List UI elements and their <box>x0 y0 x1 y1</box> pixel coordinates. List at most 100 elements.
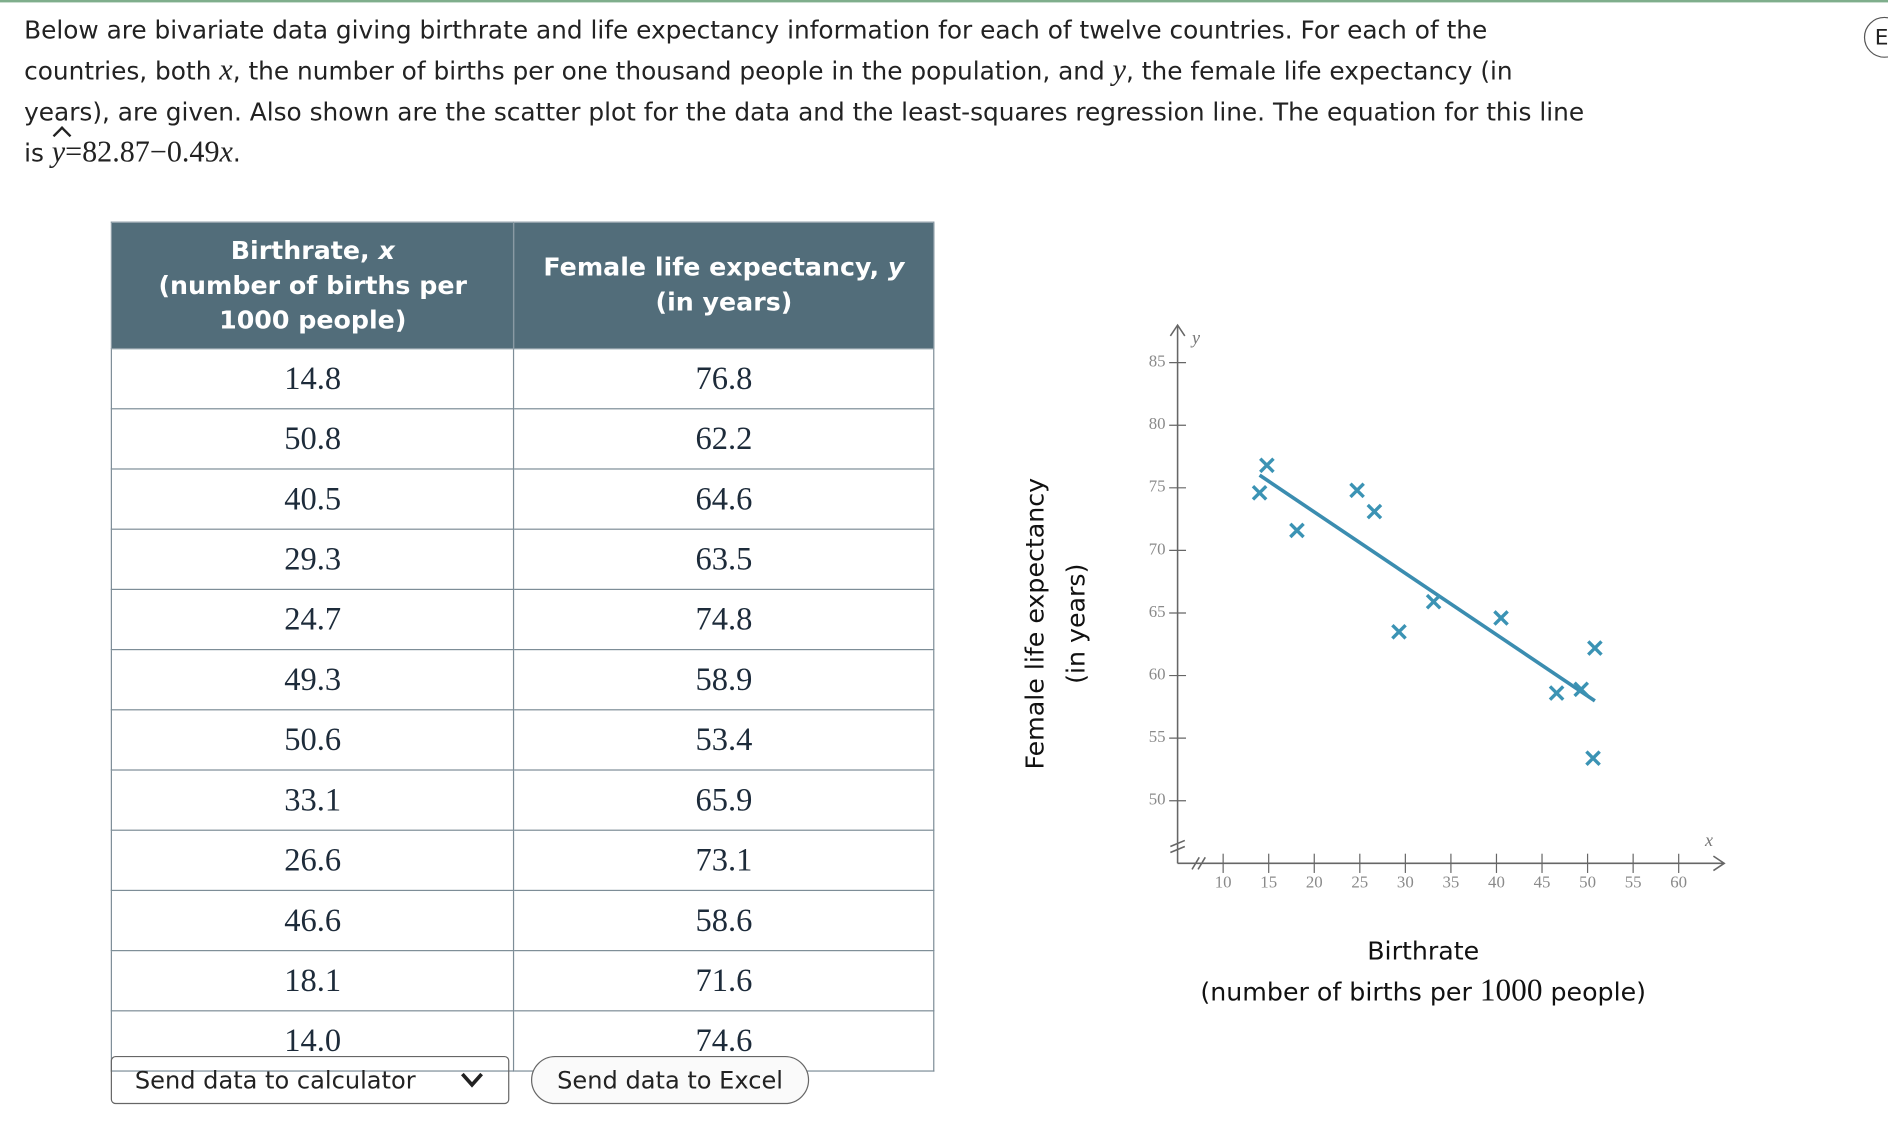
x-tick-label: 15 <box>1260 873 1277 892</box>
x-tick-label: 40 <box>1488 873 1505 892</box>
x-axis-variable: x <box>1704 830 1713 850</box>
intro-line: Below are bivariate data giving birthrat… <box>24 10 1584 51</box>
data-point <box>1573 681 1590 698</box>
table-row: 49.3 58.9 <box>110 648 935 711</box>
data-point <box>1548 685 1565 701</box>
header-note: (number of births per <box>158 270 467 300</box>
table-cell: 63.5 <box>513 528 935 590</box>
data-point <box>1349 482 1365 499</box>
table-cell: 62.2 <box>513 408 935 470</box>
table-cell: 18.1 <box>110 950 515 1012</box>
intro: Below are bivariate data giving birthrat… <box>24 10 1584 174</box>
intro-line: years), are given. Also shown are the sc… <box>24 92 1584 133</box>
x-tick-label: 10 <box>1215 873 1232 892</box>
y-tick-label: 80 <box>1149 414 1166 433</box>
side-label: E <box>1874 24 1888 50</box>
table-cell: 29.3 <box>110 528 515 590</box>
y-axis-label: Female life expectancy (in years) <box>1021 478 1091 770</box>
y-tick-label: 50 <box>1149 790 1166 809</box>
table-row: 14.0 74.6 <box>110 1010 935 1072</box>
axis-break <box>1170 839 1206 870</box>
header-label: Female life expectancy, <box>543 252 888 282</box>
y-tick-label: 70 <box>1149 539 1166 558</box>
header-variable: x <box>378 235 395 265</box>
table-cell: 24.7 <box>110 588 515 651</box>
x-tick-label: 50 <box>1579 873 1596 892</box>
header-line: Female life expectancy, y <box>522 250 926 285</box>
table-cell: 71.6 <box>513 950 935 1012</box>
table-row: 14.8 76.8 <box>110 347 935 410</box>
intro-text: is <box>24 138 52 168</box>
x-axis-label: (number of births per 1000 people) <box>1200 973 1646 1008</box>
intro-text: , the female life expectancy (in <box>1126 56 1513 86</box>
label-part: people) <box>1542 977 1646 1006</box>
header-row: Birthrate, x (number of births per 1000 pe… <box>110 221 935 350</box>
table-cell: 58.9 <box>513 648 935 711</box>
table-cell: 74.6 <box>513 1010 935 1072</box>
header-note: 1000 people) <box>219 305 407 335</box>
x-tick-label: 60 <box>1670 873 1687 892</box>
intro-text: . <box>232 138 241 168</box>
header-label: Birthrate, <box>230 235 379 265</box>
y-tick-label: 85 <box>1149 352 1166 371</box>
button-label: Send data to calculator <box>134 1065 416 1095</box>
calculator-button[interactable]: Send data to calculator <box>110 1055 510 1105</box>
x-tick-label: 25 <box>1351 873 1368 892</box>
column-header: Birthrate, x (number of births per 1000 pe… <box>110 221 515 350</box>
table-cell: 53.4 <box>513 709 935 771</box>
x-tick-label: 30 <box>1397 873 1414 892</box>
table-cell: 50.8 <box>110 408 515 470</box>
table-row: 33.1 65.9 <box>110 769 935 831</box>
x-tick-label: 55 <box>1625 873 1642 892</box>
table-row: 29.3 63.5 <box>110 528 935 590</box>
table-cell: 14.8 <box>110 347 515 410</box>
data-point <box>1289 522 1305 539</box>
math-text: x <box>219 54 233 87</box>
chevron-icon <box>461 1072 483 1088</box>
table-cell: 58.6 <box>513 889 935 952</box>
intro-line: countries, both x, the number of births … <box>24 51 1584 92</box>
column-header: Female life expectancy, y (in years) <box>513 221 935 350</box>
data-point <box>1425 593 1442 610</box>
math-text: y <box>1112 54 1127 87</box>
intro-text: , the number of births per one thousand … <box>232 56 1113 86</box>
y-tick-label: 65 <box>1149 602 1166 621</box>
x-axis-arrow <box>1712 855 1726 872</box>
table-row: 26.6 73.1 <box>110 829 935 892</box>
intro-text: countries, both <box>24 56 220 86</box>
header-variable: y <box>887 252 905 282</box>
table-cell: 49.3 <box>110 648 515 711</box>
table-cell: 14.0 <box>110 1010 515 1072</box>
table-row: 24.7 74.8 <box>110 588 935 651</box>
math-text: x <box>219 136 233 169</box>
excel-button[interactable]: Send data to Excel <box>530 1055 810 1105</box>
math-text: y <box>52 132 65 173</box>
x-tick-label: 35 <box>1442 873 1459 892</box>
intro-line: is y=82.87−0.49x. <box>24 132 1584 173</box>
data-point <box>1391 623 1407 640</box>
label-part: 1000 <box>1480 973 1543 1008</box>
y-axis-arrow <box>1169 323 1186 337</box>
table-row: 18.1 71.6 <box>110 950 935 1012</box>
data-table: Birthrate, x (number of births per 1000 pe… <box>110 221 935 1072</box>
table-cell: 33.1 <box>110 769 515 831</box>
data-point <box>1366 503 1383 520</box>
button-label: Send data to Excel <box>557 1065 783 1095</box>
table-cell: 40.5 <box>110 468 515 530</box>
y-tick-label: 75 <box>1149 477 1166 496</box>
table-cell: 46.6 <box>110 889 515 952</box>
table-row: 40.5 64.6 <box>110 468 935 530</box>
intro-text: years), are given. Also shown are the sc… <box>24 97 1585 127</box>
x-tick-label: 20 <box>1306 873 1323 892</box>
y-tick-label: 55 <box>1149 727 1166 746</box>
table-cell: 74.8 <box>513 588 935 651</box>
data-point <box>1585 750 1601 766</box>
data-point <box>1587 640 1603 656</box>
table-row: 50.8 62.2 <box>110 408 935 470</box>
chart: y x 10 15 20 25 30 35 40 45 50 55 60 50 55 60 65 70 75 80 85… <box>1021 323 1726 1008</box>
table-cell: 65.9 <box>513 769 935 831</box>
side-button[interactable]: E <box>1863 16 1888 58</box>
table-cell: 76.8 <box>513 347 935 410</box>
